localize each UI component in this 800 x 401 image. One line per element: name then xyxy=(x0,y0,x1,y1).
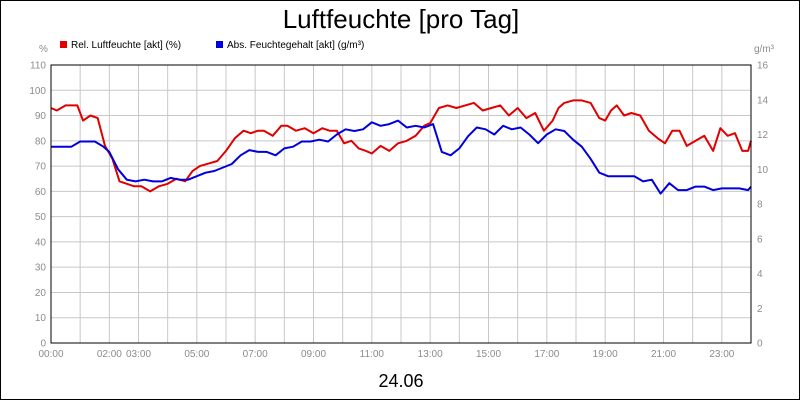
legend-label-abs-humidity: Abs. Feuchtegehalt [akt] (g/m³) xyxy=(227,40,364,51)
x-tick-label: 13:00 xyxy=(418,349,443,360)
y-left-tick-label: 80 xyxy=(35,136,47,147)
y-left-tick-label: 0 xyxy=(40,339,46,350)
x-tick-label: 00:00 xyxy=(38,349,63,360)
x-tick-label: 05:00 xyxy=(184,349,209,360)
y-left-tick-label: 10 xyxy=(35,313,47,324)
y-right-tick-label: 0 xyxy=(757,339,763,350)
grid-lines xyxy=(50,64,752,344)
x-tick-label: 11:00 xyxy=(360,349,385,360)
y-right-tick-label: 6 xyxy=(757,234,763,245)
y-right-unit: g/m³ xyxy=(754,44,775,55)
y-left-tick-label: 30 xyxy=(35,263,47,274)
y-right-tick-label: 16 xyxy=(757,61,769,72)
x-tick-label: 21:00 xyxy=(651,349,676,360)
x-tick-label: 19:00 xyxy=(593,349,618,360)
chart-title: Luftfeuchte [pro Tag] xyxy=(283,4,520,34)
y-right-tick-label: 14 xyxy=(757,95,769,106)
chart-legend: Rel. Luftfeuchte [akt] (%) Abs. Feuchteg… xyxy=(60,40,364,51)
x-tick-label: 07:00 xyxy=(243,349,268,360)
series-line-rel-humidity xyxy=(50,99,752,193)
y-left-tick-label: 70 xyxy=(35,162,47,173)
series-layer xyxy=(50,99,752,195)
y-axis-left: 0 10 20 30 40 50 60 70 80 90 100 110 xyxy=(29,61,46,350)
y-right-tick-label: 8 xyxy=(757,200,763,211)
y-left-tick-label: 110 xyxy=(30,61,46,72)
y-left-tick-label: 50 xyxy=(35,212,47,223)
y-right-tick-label: 10 xyxy=(757,165,769,176)
y-axis-right: 0 2 4 6 8 10 12 14 16 xyxy=(757,61,769,350)
series-line-abs-humidity xyxy=(51,119,752,195)
y-left-unit: % xyxy=(39,44,48,55)
x-tick-label: 02:00 xyxy=(97,349,122,360)
y-right-tick-label: 4 xyxy=(757,269,763,280)
y-left-tick-label: 40 xyxy=(35,237,47,248)
x-tick-label: 17:00 xyxy=(534,349,559,360)
legend-swatch-abs-humidity xyxy=(216,41,223,48)
x-axis: 00:00 02:00 03:00 05:00 07:00 09:00 11:00 13:00… xyxy=(38,349,734,360)
x-tick-label: 09:00 xyxy=(301,349,326,360)
legend-label-rel-humidity: Rel. Luftfeuchte [akt] (%) xyxy=(71,40,181,51)
plot-area-border xyxy=(50,64,752,344)
y-right-tick-label: 12 xyxy=(757,130,769,141)
y-left-tick-label: 20 xyxy=(35,288,47,299)
x-axis-date-label: 24.06 xyxy=(378,371,423,391)
x-tick-label: 15:00 xyxy=(476,349,501,360)
y-left-tick-label: 60 xyxy=(35,187,47,198)
y-left-tick-label: 90 xyxy=(35,111,47,122)
y-left-tick-label: 100 xyxy=(29,86,46,97)
x-tick-label: 03:00 xyxy=(126,349,151,360)
y-right-tick-label: 2 xyxy=(757,304,763,315)
x-tick-label: 23:00 xyxy=(709,349,734,360)
legend-swatch-rel-humidity xyxy=(60,41,67,48)
